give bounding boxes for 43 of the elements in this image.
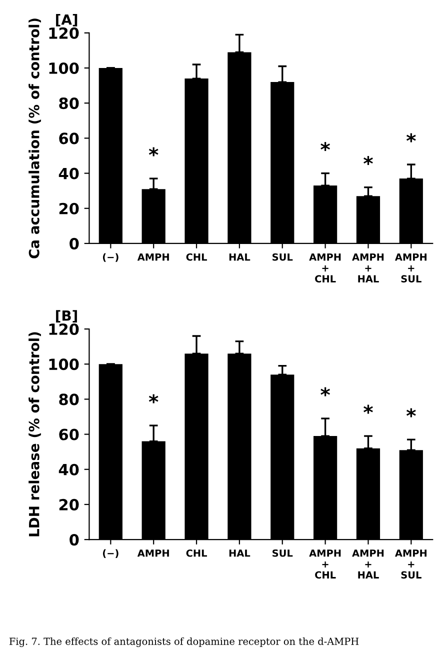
- x-tick-label: CHL: [186, 549, 207, 557]
- x-tick-label: AMPH + SUL: [394, 550, 426, 579]
- chart-title: [B]: [56, 310, 77, 322]
- annotation: *: [148, 394, 158, 404]
- annotation: *: [364, 156, 373, 166]
- x-tick-label: (−): [102, 253, 118, 262]
- y-tick-label: 0: [70, 534, 79, 546]
- y-tick-label: 120: [49, 27, 79, 39]
- y-axis-title: Ca accumulation (% of control): [28, 18, 41, 258]
- x-tick-label: HAL: [229, 550, 250, 557]
- x-tick-label: AMPH + HAL: [352, 550, 384, 578]
- x-tick-label: AMPH: [137, 550, 169, 557]
- y-tick-label: 40: [58, 168, 79, 180]
- y-tick-label: 60: [59, 428, 79, 440]
- y-tick-label: 20: [59, 498, 79, 510]
- annotation: *: [364, 404, 373, 414]
- annotation: *: [406, 408, 416, 418]
- y-tick-label: 100: [49, 358, 79, 370]
- x-tick-label: SUL: [272, 549, 293, 557]
- y-tick-label: 80: [59, 394, 79, 406]
- y-tick-label: 0: [70, 238, 79, 250]
- y-axis-title: LDH release (% of control): [28, 332, 41, 536]
- x-tick-label: AMPH: [137, 253, 169, 261]
- caption: Fig. 7. The effects of antagonists of dopamine receptor on the d-AMPH: [9, 637, 359, 647]
- x-tick-label: AMPH + CHL: [309, 253, 341, 282]
- x-tick-label: AMPH + CHL: [309, 550, 341, 579]
- annotation: *: [148, 147, 158, 156]
- y-tick-label: 120: [49, 323, 79, 336]
- y-tick-label: 60: [59, 132, 79, 144]
- x-tick-label: AMPH + SUL: [394, 253, 426, 282]
- annotation: *: [406, 133, 416, 142]
- x-tick-label: (−): [102, 549, 118, 558]
- y-tick-label: 80: [59, 98, 79, 110]
- x-tick-label: CHL: [186, 253, 207, 261]
- y-tick-label: 40: [58, 464, 79, 476]
- x-tick-label: AMPH + HAL: [352, 253, 384, 282]
- x-tick-label: HAL: [229, 253, 250, 261]
- annotation: *: [320, 142, 330, 152]
- y-tick-label: 100: [49, 62, 79, 74]
- annotation: *: [320, 387, 330, 396]
- y-tick-label: 20: [59, 202, 79, 214]
- x-tick-label: SUL: [272, 253, 293, 261]
- chart-title: [A]: [56, 14, 78, 26]
